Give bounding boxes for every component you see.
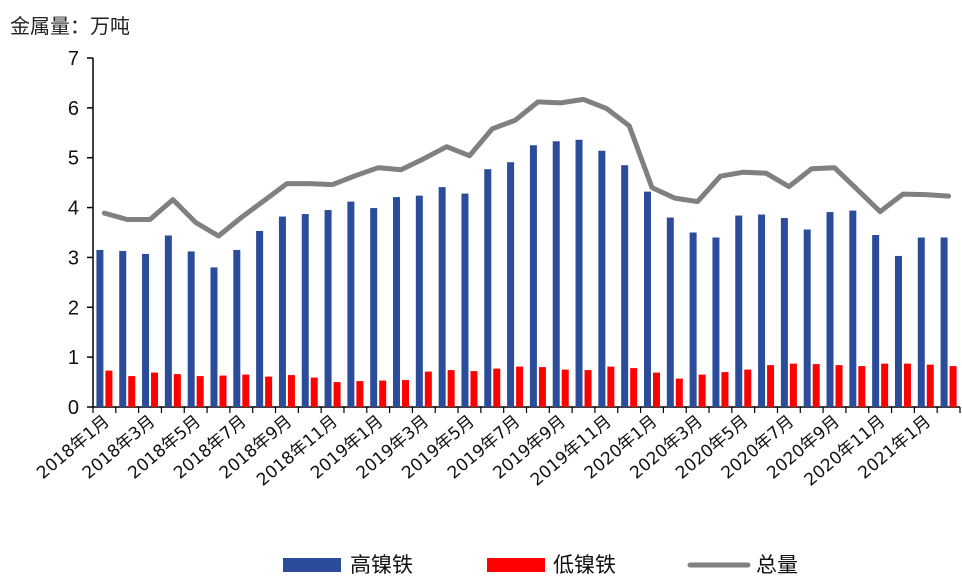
bar-high-nickel — [780, 218, 788, 407]
bar-high-nickel — [552, 141, 560, 408]
legend-label-low-nickel: 低镍铁 — [553, 553, 616, 577]
bar-low-nickel — [607, 366, 615, 407]
bar-high-nickel — [666, 217, 674, 407]
bar-low-nickel — [721, 372, 729, 407]
bar-low-nickel — [333, 382, 341, 407]
bar-high-nickel — [324, 210, 332, 407]
unit-label: 金属量：万吨 — [10, 14, 130, 38]
bar-high-nickel — [894, 255, 902, 407]
bar-low-nickel — [287, 375, 295, 407]
bar-low-nickel — [630, 368, 638, 407]
axes: 012345672018年1月2018年3月2018年5月2018年7月2018… — [33, 48, 961, 490]
bar-low-nickel — [379, 380, 387, 407]
bar-high-nickel — [621, 165, 629, 407]
bar-high-nickel — [872, 234, 880, 407]
bar-low-nickel — [242, 374, 250, 407]
bar-high-nickel — [712, 237, 720, 407]
bar-low-nickel — [151, 372, 159, 407]
bar-high-nickel — [210, 267, 218, 407]
bar-high-nickel — [484, 169, 492, 407]
bar-low-nickel — [424, 371, 432, 407]
bar-low-nickel — [447, 370, 455, 407]
line-total-path — [101, 96, 952, 239]
bar-low-nickel — [493, 368, 501, 407]
bar-low-nickel — [105, 370, 113, 407]
y-tick-label: 1 — [68, 347, 79, 369]
bar-high-nickel — [507, 162, 515, 407]
y-tick-label: 4 — [68, 198, 79, 220]
bar-high-nickel — [370, 208, 378, 407]
bar-high-nickel — [142, 253, 150, 407]
bar-high-nickel — [119, 250, 127, 407]
bar-high-nickel — [415, 195, 423, 407]
bar-high-nickel — [278, 216, 286, 407]
bar-low-nickel — [196, 376, 204, 407]
bar-high-nickel — [96, 249, 104, 407]
bar-low-nickel — [128, 376, 136, 407]
bar-low-nickel — [812, 364, 820, 407]
bar-high-nickel — [301, 214, 309, 407]
series-high-nickel-bars — [96, 139, 948, 408]
bar-low-nickel — [652, 372, 660, 407]
bar-high-nickel — [803, 229, 811, 407]
bar-high-nickel — [735, 215, 743, 407]
bar-low-nickel — [561, 369, 569, 407]
bar-high-nickel — [758, 214, 766, 407]
bar-high-nickel — [529, 145, 537, 407]
bar-high-nickel — [187, 251, 195, 407]
bar-low-nickel — [926, 364, 934, 407]
bar-high-nickel — [233, 249, 241, 407]
bar-low-nickel — [903, 363, 911, 407]
bar-low-nickel — [835, 365, 843, 407]
bar-high-nickel — [461, 193, 469, 407]
bar-low-nickel — [310, 377, 318, 407]
bar-high-nickel — [849, 210, 857, 407]
bar-low-nickel — [173, 374, 181, 407]
bar-high-nickel — [347, 201, 355, 407]
bar-high-nickel — [940, 237, 948, 407]
bar-high-nickel — [256, 231, 264, 407]
bar-low-nickel — [789, 363, 797, 407]
legend-label-high-nickel: 高镍铁 — [350, 553, 413, 577]
bar-high-nickel — [689, 232, 697, 407]
bar-low-nickel — [538, 367, 546, 407]
bar-high-nickel — [826, 212, 834, 407]
y-tick-label: 0 — [68, 397, 79, 419]
y-tick-label: 7 — [68, 48, 79, 70]
bar-low-nickel — [858, 366, 866, 407]
bar-low-nickel — [356, 381, 364, 407]
bar-low-nickel — [516, 366, 524, 407]
y-tick-label: 6 — [68, 98, 79, 120]
bar-low-nickel — [265, 376, 273, 407]
bar-low-nickel — [881, 363, 889, 407]
bar-low-nickel — [698, 374, 706, 407]
bar-low-nickel — [470, 371, 478, 407]
bar-high-nickel — [393, 197, 401, 407]
bar-high-nickel — [643, 191, 651, 407]
bar-high-nickel — [598, 150, 606, 407]
bar-low-nickel — [767, 365, 775, 407]
legend-swatch-high-nickel — [283, 558, 341, 572]
legend-swatch-low-nickel — [487, 558, 545, 572]
bar-low-nickel — [219, 375, 227, 407]
bar-high-nickel — [917, 237, 925, 407]
bar-low-nickel — [949, 366, 957, 407]
series-total-line — [101, 96, 952, 239]
bar-low-nickel — [744, 369, 752, 407]
bar-high-nickel — [575, 139, 583, 407]
y-tick-label: 2 — [68, 297, 79, 319]
bar-low-nickel — [584, 370, 592, 407]
legend-label-total: 总量 — [756, 553, 798, 577]
bar-high-nickel — [164, 235, 172, 407]
bar-high-nickel — [438, 187, 446, 407]
legend: 高镍铁 低镍铁 总量 — [283, 553, 798, 577]
series-low-nickel-bars — [105, 363, 957, 407]
bar-low-nickel — [675, 378, 683, 407]
bar-low-nickel — [402, 380, 410, 407]
y-tick-label: 3 — [68, 247, 79, 269]
y-tick-label: 5 — [68, 148, 79, 170]
